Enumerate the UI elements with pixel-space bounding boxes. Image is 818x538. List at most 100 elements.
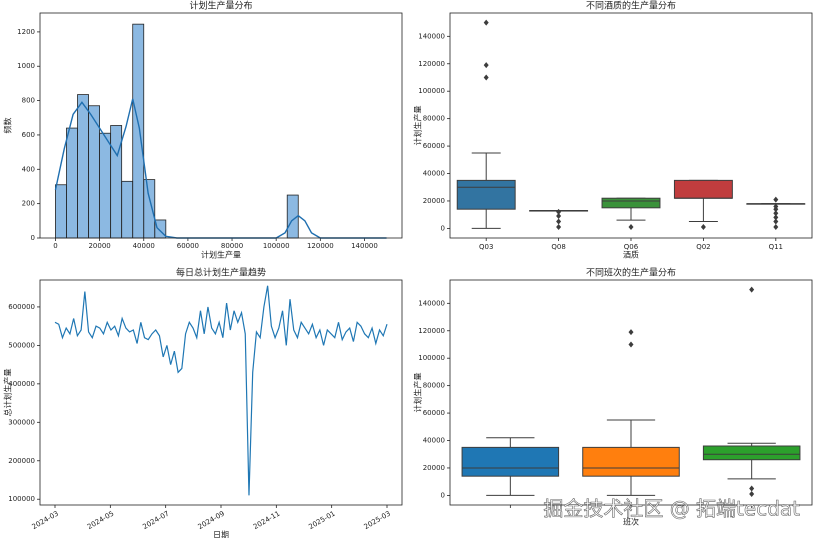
y-tick-label: 200000 (8, 457, 35, 465)
x-axis-label: 日期 (213, 531, 229, 538)
y-tick-label: 300000 (8, 418, 35, 426)
y-axis-label: 计划生产量 (413, 373, 423, 413)
x-tick-label: 2025-03 (363, 510, 392, 532)
x-tick-label: 140000 (351, 242, 378, 250)
box (461, 446, 560, 477)
y-tick-label: 100000 (8, 495, 35, 503)
y-tick-label: 40000 (423, 170, 445, 178)
histogram-bar (132, 23, 145, 239)
y-axis-label: 计划生产量 (413, 106, 423, 146)
box (582, 446, 680, 477)
x-axis-label: 班次 (623, 517, 639, 527)
y-tick-label: 1200 (17, 28, 35, 36)
y-tick-label: 600 (22, 131, 35, 139)
outlier (483, 62, 489, 69)
outlier (749, 491, 755, 498)
outlier (773, 196, 779, 203)
x-tick-label: 2025-01 (307, 510, 336, 532)
y-tick-label: 140000 (418, 299, 445, 307)
x-tick-label: 2024-07 (141, 510, 170, 532)
outlier (773, 203, 779, 210)
x-tick-label: Q08 (551, 243, 565, 251)
x-tick-label: 2024-11 (252, 510, 281, 532)
y-tick-label: 400 (22, 165, 35, 173)
outlier (749, 485, 755, 492)
outlier (556, 224, 562, 231)
y-tick-label: 80000 (423, 115, 445, 123)
chart-title: 每日总计划生产量趋势 (176, 267, 266, 279)
y-tick-label: 20000 (423, 197, 445, 205)
y-axis-label: 频数 (3, 118, 13, 134)
x-tick-label: 2024-09 (197, 510, 226, 532)
x-tick-label: 2024-03 (31, 510, 60, 532)
box (601, 197, 661, 209)
x-tick-label: Q11 (769, 243, 783, 251)
outlier (628, 341, 634, 348)
x-tick-label: 2024-05 (86, 510, 115, 532)
y-tick-label: 60000 (423, 142, 445, 150)
x-tick-label: 0 (53, 242, 57, 250)
y-tick-label: 400000 (8, 380, 35, 388)
histogram-bar (143, 179, 156, 239)
x-tick-label: 100000 (263, 242, 290, 250)
box (673, 179, 733, 199)
plot-frame (449, 12, 813, 239)
x-axis-label: 酒质 (623, 250, 639, 260)
chart-title: 不同酒质的生产量分布 (586, 0, 676, 12)
y-tick-label: 120000 (418, 327, 445, 335)
outlier (628, 224, 634, 231)
y-tick-label: 40000 (423, 437, 445, 445)
x-tick-label: 20000 (88, 242, 110, 250)
x-tick-label: 120000 (307, 242, 334, 250)
y-tick-label: 0 (441, 491, 445, 499)
y-tick-label: 0 (31, 234, 35, 242)
outlier (628, 329, 634, 336)
outlier (483, 19, 489, 26)
trend-line (54, 285, 388, 496)
outlier (556, 208, 562, 215)
x-tick-label: 60000 (177, 242, 199, 250)
y-tick-label: 500000 (8, 341, 35, 349)
y-tick-label: 1000 (17, 62, 35, 70)
histogram-bar (99, 132, 112, 239)
y-tick-label: 80000 (423, 382, 445, 390)
plot-frame (39, 12, 403, 239)
y-tick-label: 800 (22, 97, 35, 105)
outlier (749, 286, 755, 293)
y-tick-label: 100000 (418, 354, 445, 362)
watermark: 掘金技术社区 @ 拓端tecdat (543, 497, 800, 521)
histogram-bar (121, 180, 134, 239)
chart-title: 不同班次的生产量分布 (586, 267, 676, 279)
x-tick-label: 40000 (133, 242, 155, 250)
x-tick-label: Q06 (624, 243, 639, 251)
histogram-bar (110, 125, 123, 239)
x-tick-label: Q03 (479, 243, 493, 251)
outlier (773, 218, 779, 225)
histogram-bar (77, 94, 89, 239)
y-tick-label: 100000 (418, 87, 445, 95)
outlier (700, 224, 706, 231)
y-tick-label: 200 (22, 200, 35, 208)
outlier (483, 74, 489, 81)
outlier (773, 224, 779, 231)
outlier (773, 210, 779, 217)
y-tick-label: 0 (441, 224, 445, 232)
y-axis-label: 总计划生产量 (3, 369, 13, 417)
y-tick-label: 120000 (418, 60, 445, 68)
outlier (556, 218, 562, 225)
y-tick-label: 60000 (423, 409, 445, 417)
chart-title: 计划生产量分布 (189, 0, 252, 12)
x-axis-label: 计划生产量 (201, 250, 241, 260)
histogram-bar (66, 127, 78, 239)
y-tick-label: 140000 (418, 32, 445, 40)
histogram-bar (55, 184, 67, 239)
kde-line (54, 98, 387, 239)
x-tick-label: 80000 (221, 242, 243, 250)
plot-frame (449, 279, 813, 506)
box (702, 445, 801, 461)
plot-frame (39, 279, 403, 506)
y-tick-label: 20000 (423, 464, 445, 472)
box (456, 179, 516, 210)
outlier (773, 214, 779, 221)
